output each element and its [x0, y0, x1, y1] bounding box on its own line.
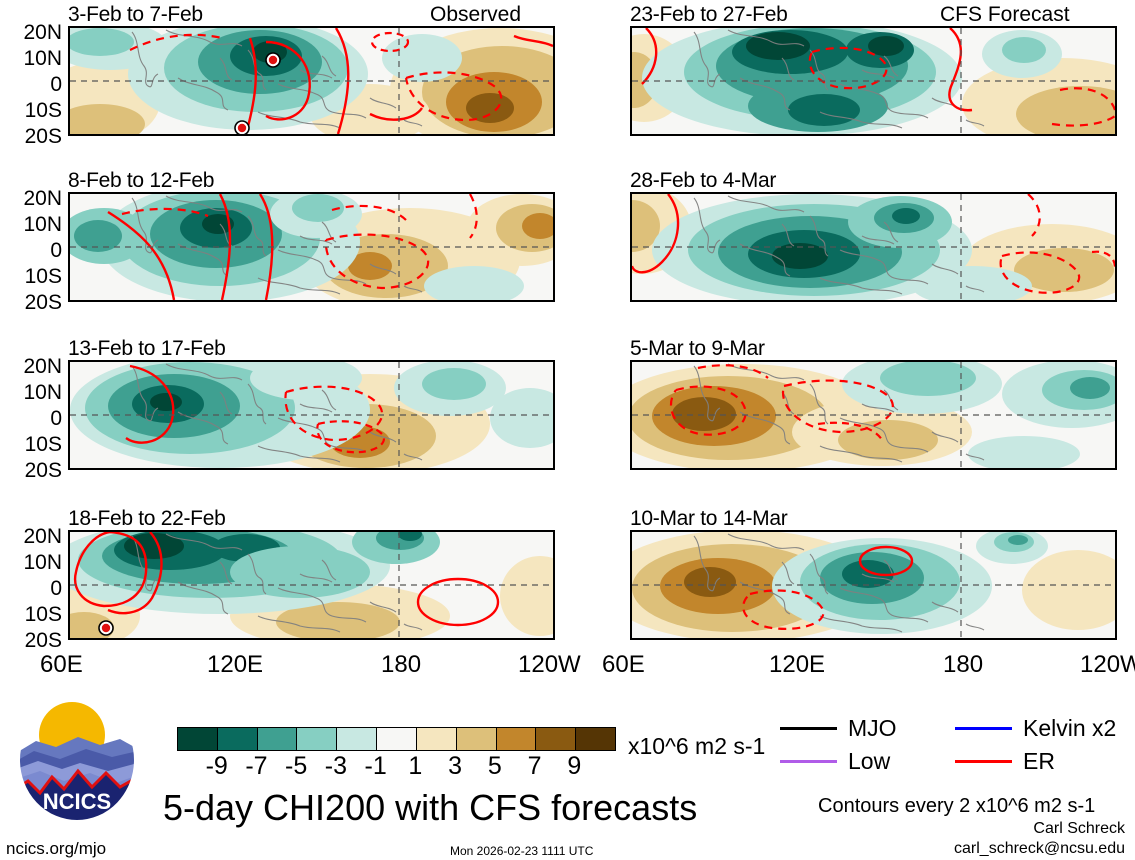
map-panel-3: [68, 360, 555, 470]
colorbar-tick: -1: [364, 752, 387, 780]
colorbar-units-label: x10^6 m2 s-1: [628, 733, 766, 759]
colorbar-tick: -9: [205, 752, 228, 780]
main-title: 5-day CHI200 with CFS forecasts: [163, 787, 698, 828]
y-axis-labels: 20N 10N 0 10S 20S: [23, 187, 62, 314]
y-axis-labels: 20N 10N 0 10S 20S: [23, 21, 62, 148]
ncics-logo: NCICS: [16, 697, 138, 823]
colorbar-swatch: [257, 728, 298, 750]
legend-line-low: [780, 760, 837, 763]
colorbar-swatch: [536, 728, 577, 750]
legend-item-er: ER: [955, 750, 1055, 773]
panel-grid: 3-Feb to 7-Feb Observed 20N 10N 0 10S 20…: [23, 3, 1135, 677]
colorbar-tick: 1: [408, 752, 423, 780]
storm-symbol: [98, 620, 114, 636]
colorbar-swatch: [377, 728, 417, 750]
colorbar-tick: -7: [245, 752, 268, 780]
storm-symbol: [234, 52, 281, 134]
ncics-logo-graphic: NCICS: [18, 698, 136, 822]
colorbar-swatch: [217, 728, 258, 750]
map-field-5: [632, 28, 1115, 134]
panel-title: 3-Feb to 7-Feb: [68, 3, 203, 26]
panel-title: 28-Feb to 4-Mar: [630, 169, 777, 192]
map-field-8: [632, 532, 1115, 638]
colorbar-swatch: [456, 728, 497, 750]
colorbar-swatch: [576, 728, 615, 750]
legend-line-mjo: [780, 727, 837, 730]
colorbar-swatch: [178, 728, 218, 750]
map-panel-1: [68, 26, 555, 136]
column-header-cfs-forecast: CFS Forecast: [940, 3, 1070, 26]
colorbar-tick-labels: -9 -7 -5 -3 -1 1 3 5 7 9: [177, 754, 614, 782]
credit-name: Carl Schreck: [1033, 820, 1125, 837]
map-field-4: [70, 532, 553, 638]
map-field-2: [70, 194, 553, 300]
colorbar-tick: 3: [448, 752, 463, 780]
map-panel-8: [630, 530, 1117, 640]
panel-title: 10-Mar to 14-Mar: [630, 507, 788, 530]
map-panel-7: [630, 360, 1117, 470]
map-panel-5: [630, 26, 1117, 136]
panel-title: 23-Feb to 27-Feb: [630, 3, 788, 26]
footer-timestamp: Mon 2026-02-23 1111 UTC: [450, 844, 594, 858]
y-axis-labels: 20N 10N 0 10S 20S: [23, 525, 62, 652]
legend-item-low: Low: [780, 750, 890, 773]
y-axis-labels: 20N 10N 0 10S 20S: [23, 355, 62, 482]
panel-title: 5-Mar to 9-Mar: [630, 337, 765, 360]
colorbar-tick: 9: [567, 752, 582, 780]
contour-interval-note: Contours every 2 x10^6 m2 s-1: [818, 795, 1096, 817]
colorbar-tick: 5: [487, 752, 502, 780]
legend-line-er: [955, 760, 1012, 763]
legend-label-low: Low: [848, 748, 891, 774]
map-field-3: [70, 362, 553, 468]
legend-label-kelvin: Kelvin x2: [1023, 715, 1117, 741]
colorbar-tick: -3: [324, 752, 348, 780]
colorbar-swatch: [297, 728, 338, 750]
map-field-1: [70, 28, 553, 134]
ncics-logo-text: NCICS: [43, 789, 111, 814]
colorbar-tick: -5: [285, 752, 308, 780]
map-panel-6: [630, 192, 1117, 302]
column-header-observed: Observed: [430, 3, 522, 26]
legend-label-mjo: MJO: [848, 715, 897, 741]
credit-email: carl_schreck@ncsu.edu: [954, 840, 1125, 857]
legend-line-kelvin: [955, 727, 1012, 730]
map-panel-2: [68, 192, 555, 302]
panel-title: 18-Feb to 22-Feb: [68, 507, 226, 530]
footer-url: ncics.org/mjo: [6, 839, 107, 858]
legend-label-er: ER: [1023, 748, 1055, 774]
map-field-7: [632, 362, 1115, 468]
colorbar-swatches: [177, 727, 616, 751]
map-panel-4: [68, 530, 555, 640]
colorbar-swatch: [416, 728, 457, 750]
colorbar-swatch: [337, 728, 378, 750]
legend-item-mjo: MJO: [780, 717, 897, 740]
colorbar-tick: 7: [527, 752, 542, 780]
map-field-6: [632, 194, 1115, 300]
panel-title: 13-Feb to 17-Feb: [68, 337, 226, 360]
legend-item-kelvin: Kelvin x2: [955, 717, 1116, 740]
colorbar-swatch: [496, 728, 537, 750]
panel-title: 8-Feb to 12-Feb: [68, 169, 215, 192]
